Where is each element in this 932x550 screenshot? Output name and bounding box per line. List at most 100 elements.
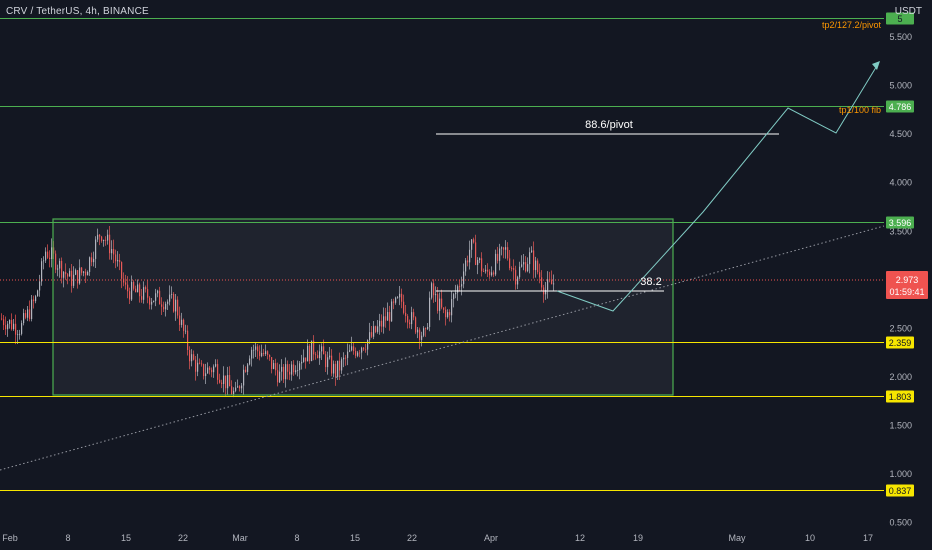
candle-body [477, 259, 479, 265]
candle-body [105, 239, 107, 241]
time-tick-label: 8 [65, 533, 70, 543]
candle-body [391, 301, 393, 322]
candle-body [179, 315, 181, 325]
range-box[interactable] [52, 218, 674, 396]
candle-body [289, 371, 291, 375]
candle-body [147, 289, 149, 298]
candle-body [493, 272, 495, 275]
candle-body [281, 366, 283, 372]
candle-body [45, 251, 47, 261]
candle-body [255, 346, 257, 350]
annotation-382: 38.2 [640, 276, 661, 288]
candle-body [325, 354, 327, 368]
candle-body [185, 330, 187, 332]
candle-body [263, 352, 265, 355]
candle-body [417, 329, 419, 333]
price-tick-label: 3.500 [889, 226, 912, 236]
candle-body [537, 260, 539, 273]
candle-body [249, 358, 251, 365]
candle-body [469, 249, 471, 263]
candle-body [389, 312, 391, 322]
candle-body [197, 362, 199, 372]
candle-body [301, 361, 303, 364]
currency-label: USDT [894, 6, 922, 17]
level-tag [886, 484, 914, 497]
candle-body [77, 270, 79, 284]
price-tick-label: 0.500 [889, 518, 912, 528]
candle-body [333, 363, 335, 374]
candle-body [553, 283, 555, 285]
candle-body [117, 260, 119, 262]
symbol-title[interactable]: CRV / TetherUS, 4h, BINANCE [6, 6, 149, 17]
candle-body [35, 296, 37, 302]
level-tag-label: 2.359 [889, 338, 912, 348]
candle-body [343, 357, 345, 360]
candle-body [511, 268, 513, 269]
time-tick-label: 10 [805, 533, 815, 543]
time-tick-label: 8 [294, 533, 299, 543]
time-tick-label: 15 [121, 533, 131, 543]
candle-body [269, 354, 271, 358]
candle-body [339, 360, 341, 371]
candle-body [167, 301, 169, 304]
candle-body [47, 251, 49, 258]
level-tag [886, 216, 914, 229]
candle-body [507, 247, 509, 259]
candle-body [199, 362, 201, 364]
candle-body [85, 271, 87, 276]
candle-body [427, 327, 429, 329]
candle-body [539, 272, 541, 278]
candle-body [267, 351, 269, 355]
candle-body [345, 357, 347, 359]
candle-body [445, 309, 447, 318]
candle-body [489, 271, 491, 276]
candle-body [37, 290, 39, 297]
current-price-label: 2.973 01:59:41 [886, 271, 928, 299]
candle-body [399, 293, 401, 298]
candle-body [215, 364, 217, 367]
candle-body [81, 267, 83, 273]
candle-body [151, 301, 153, 305]
candle-body [351, 346, 353, 351]
candle-body [285, 364, 287, 380]
candle-body [163, 306, 165, 310]
candle-body [91, 257, 93, 263]
candle-body [439, 298, 441, 311]
candle-body [19, 333, 21, 335]
candle-body [15, 323, 17, 335]
candle-body [49, 257, 51, 260]
price-tick-label: 1.000 [889, 469, 912, 479]
time-axis[interactable]: Feb 8 15 22 Mar 8 15 22 Apr 12 19 May 10 17 [2, 533, 873, 543]
trendline[interactable] [0, 225, 885, 471]
candle-body [471, 239, 473, 250]
candle-body [119, 260, 121, 263]
candle-body [171, 294, 173, 295]
candle-body [217, 364, 219, 380]
candle-body [381, 320, 383, 327]
candle-body [209, 367, 211, 370]
level-tag-label: 4.786 [889, 102, 912, 112]
candle-body [25, 313, 27, 318]
candle-body [485, 269, 487, 272]
candle-body [273, 363, 275, 369]
candle-body [133, 281, 135, 289]
projection-path[interactable] [556, 63, 879, 312]
candle-body [75, 270, 77, 275]
candle-body [103, 239, 105, 241]
candle-body [383, 316, 385, 327]
candle-body [5, 325, 7, 330]
candle-body [3, 319, 5, 326]
candle-body [403, 301, 405, 313]
candle-body [51, 247, 53, 260]
candle-body [43, 260, 45, 262]
candle-body [461, 284, 463, 287]
level-tag [886, 100, 914, 113]
candle-body [377, 326, 379, 332]
candle-body [227, 375, 229, 389]
candle-body [523, 262, 525, 265]
price-axis[interactable]: 5.500 5.000 4.500 4.000 3.500 2.500 2.000 1.500… [889, 32, 912, 528]
candle-body [141, 296, 143, 300]
candle-body [65, 271, 67, 275]
candle-body [247, 364, 249, 372]
